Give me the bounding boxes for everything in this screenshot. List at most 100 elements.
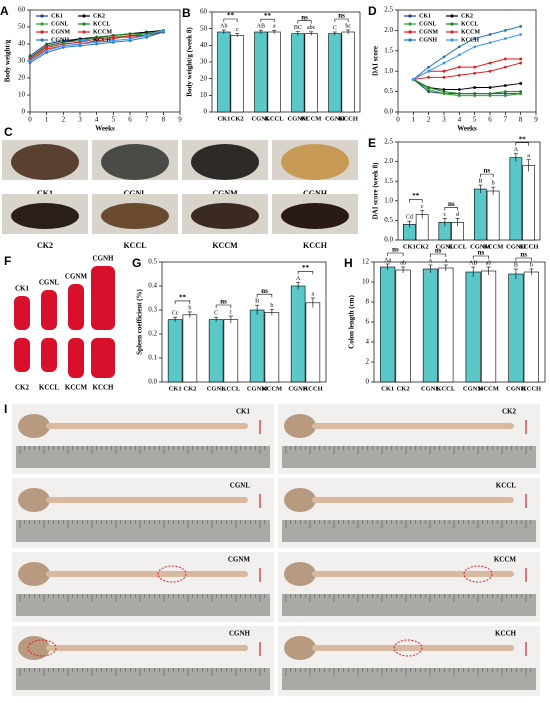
x-tick-label: CK1	[403, 243, 416, 250]
panel-label: G	[132, 256, 141, 270]
x-tick-label: 4	[95, 116, 99, 124]
group-letter: A	[514, 147, 519, 153]
bar	[230, 35, 244, 113]
x-tick-label: 8	[519, 116, 523, 124]
point	[442, 75, 446, 79]
group-letter: B	[255, 299, 259, 305]
series-line	[413, 78, 521, 97]
point	[519, 24, 523, 28]
legend-marker	[40, 38, 44, 42]
point	[473, 94, 477, 98]
significance-label: ns	[392, 246, 399, 254]
legend-label: CK1	[419, 13, 431, 19]
significance-label: ns	[483, 167, 490, 175]
panel-label: F	[4, 254, 11, 268]
significance-label: ns	[301, 13, 308, 21]
point	[427, 86, 431, 89]
group-letter: b	[492, 180, 495, 186]
legend-label: CGNM	[419, 29, 438, 35]
significance-bracket	[223, 18, 238, 22]
legend-label: CGNH	[51, 37, 69, 43]
photo-label: CGNM	[228, 556, 251, 564]
y-tick-label: 1.5	[384, 46, 393, 54]
x-tick-label: 7	[145, 116, 149, 124]
colon-head	[18, 414, 50, 438]
group-letter: a	[444, 258, 447, 264]
bar	[328, 33, 342, 113]
y-tick-label: 50	[200, 24, 208, 32]
photo-label: CGNL	[230, 482, 251, 490]
point	[503, 57, 507, 61]
photo-label: KCCH	[303, 241, 328, 250]
bar	[465, 271, 481, 383]
colon-specimen	[101, 144, 169, 180]
legend-label: CK2	[461, 13, 473, 19]
legend-marker	[40, 30, 44, 34]
y-tick-label: 0	[204, 108, 208, 116]
y-tick-label: 8	[366, 298, 370, 306]
x-tick-label: 4	[458, 116, 462, 124]
bar	[249, 309, 265, 383]
x-tick-label: 1	[412, 116, 416, 124]
x-tick-label: CGNM	[247, 385, 268, 392]
point	[488, 92, 492, 96]
y-tick-label: 4	[366, 338, 370, 346]
x-tick-label: KCCL	[265, 115, 284, 122]
bar	[267, 31, 281, 113]
colon-head	[18, 562, 50, 586]
point	[28, 59, 32, 63]
point	[488, 33, 492, 36]
legend-label: KCCH	[93, 37, 111, 43]
photo-label: CK2	[502, 408, 517, 416]
y-tick-label: 0.2	[148, 330, 157, 338]
legend-marker	[450, 38, 454, 42]
point	[503, 37, 507, 40]
significance-label: ns	[520, 251, 527, 259]
x-tick-label: CK2	[231, 115, 244, 122]
legend-marker	[82, 14, 86, 18]
legend-label: KCCL	[93, 21, 110, 27]
x-tick-label: CGNH	[506, 385, 526, 392]
point	[442, 88, 446, 91]
y-tick-label: 10	[362, 278, 370, 286]
x-tick-label: CGNM	[470, 243, 491, 250]
y-tick-label: 2.5	[384, 138, 393, 146]
point	[473, 86, 477, 89]
point	[473, 92, 477, 96]
spleen-specimen	[41, 338, 57, 372]
legend-label: CK1	[51, 13, 63, 19]
point	[128, 37, 132, 41]
point	[145, 34, 149, 37]
legend-marker	[82, 30, 86, 34]
panel-label: E	[368, 136, 376, 150]
bar	[380, 266, 396, 383]
legend-label: KCCM	[93, 29, 112, 35]
y-tick-label: 0.4	[148, 282, 157, 290]
x-tick-label: CGNL	[435, 243, 454, 250]
colon-specimen	[281, 203, 349, 229]
plot-frame	[397, 141, 541, 241]
lesion-circle	[27, 639, 57, 657]
significance-label: ns	[478, 249, 485, 257]
significance-bracket	[256, 293, 273, 298]
point	[45, 49, 49, 53]
colon-specimen	[46, 423, 248, 429]
ruler	[282, 668, 536, 690]
point	[519, 82, 523, 85]
significance-bracket	[174, 300, 191, 304]
point	[503, 92, 507, 96]
x-tick-label: 1	[45, 116, 49, 124]
y-tick-label: 0.5	[384, 87, 393, 95]
bar	[223, 319, 239, 383]
colon-specimen	[11, 144, 79, 180]
point	[503, 84, 507, 87]
x-tick-label: CK1	[217, 115, 230, 122]
photo-label: CGNM	[212, 189, 238, 198]
group-letter: A	[296, 276, 301, 282]
spleen-specimen	[68, 284, 84, 330]
group-letter: Aa	[384, 257, 391, 263]
group-letter: c	[421, 204, 424, 210]
bar	[304, 33, 318, 113]
x-tick-label: 2	[427, 116, 431, 124]
series-line	[413, 78, 521, 95]
